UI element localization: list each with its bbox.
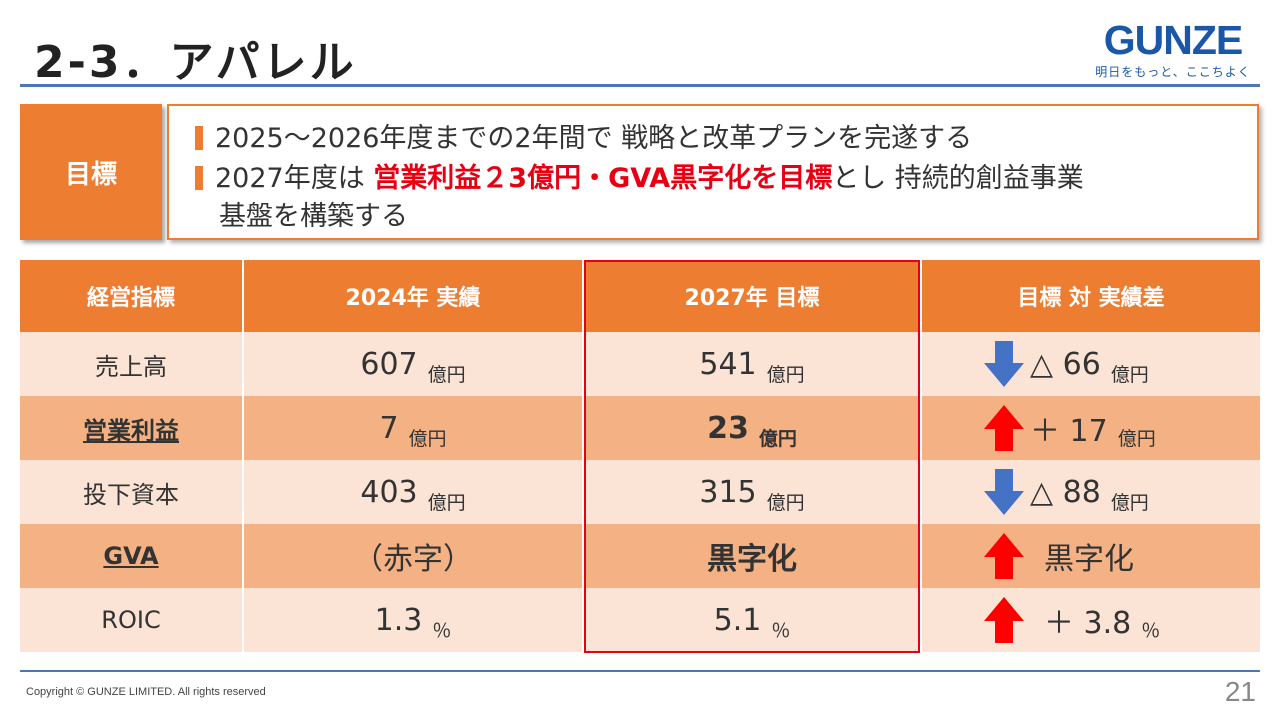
target-unit: 億円 [766, 491, 805, 514]
diff-cell: ＋ 3.8 ％ [922, 588, 1260, 652]
arrow-down-icon [984, 469, 1024, 515]
diff-value-wrap: △ 88 億円 [1030, 460, 1149, 524]
actual-value: （赤字） [353, 542, 473, 577]
logo-tagline: 明日をもっと、ここちよく [1095, 65, 1251, 79]
diff-value: △ 88 [1030, 474, 1101, 510]
header-metric: 経営指標 [20, 260, 244, 332]
diff-value: ＋ 17 [1030, 414, 1108, 449]
metric-label: GVA [20, 524, 244, 588]
table-row-invested-capital: 投下資本 403 億円 315 億円 △ 88 億円 [20, 460, 1260, 524]
diff-unit: 億円 [1117, 427, 1156, 450]
actual-value: 1.3 [374, 602, 423, 638]
table-row-operating-profit: 営業利益 7 億円 23 億円 ＋ 17 億円 [20, 396, 1260, 460]
metric-label-text: 営業利益 [83, 416, 179, 445]
goal-line-3: 基盤を構築する [219, 201, 408, 232]
metric-label: ROIC [20, 588, 244, 652]
target-unit: 億円 [758, 427, 797, 450]
diff-value-wrap: 黒字化 [1044, 524, 1134, 588]
bullet-icon [195, 126, 203, 150]
target-cell: 541 億円 [584, 332, 922, 396]
diff-value: 黒字化 [1044, 542, 1134, 577]
goal-line-1-text: 2025〜2026年度までの2年間で 戦略と改革プランを完遂する [215, 123, 973, 154]
header-diff: 目標 対 実績差 [1017, 286, 1165, 311]
metric-label-text: GVA [103, 542, 159, 570]
copyright: Copyright © GUNZE LIMITED. All rights re… [26, 686, 266, 698]
diff-unit: 億円 [1110, 491, 1149, 514]
goal-line-2-highlight: 営業利益２3億円・GVA黒字化を目標 [373, 163, 833, 194]
table-header-row: 経営指標 2024年 実績 2027年 目標 目標 対 実績差 [20, 260, 1260, 332]
page-title: 2-3．アパレル [34, 37, 357, 88]
actual-unit: 億円 [408, 427, 447, 450]
actual-cell: 607 億円 [244, 332, 584, 396]
goal-line-1: 2025〜2026年度までの2年間で 戦略と改革プランを完遂する [195, 116, 972, 155]
metric-label: 売上高 [20, 332, 244, 396]
diff-cell: △ 88 億円 [922, 460, 1260, 524]
diff-cell: △ 66 億円 [922, 332, 1260, 396]
target-unit: ％ [771, 619, 791, 642]
target-value: 黒字化 [707, 542, 797, 577]
target-value: 315 [699, 474, 757, 510]
target-value: 5.1 [713, 602, 762, 638]
diff-value-wrap: △ 66 億円 [1030, 332, 1149, 396]
goal-line-2: 2027年度は 営業利益２3億円・GVA黒字化を目標とし 持続的創益事業 [195, 156, 1084, 195]
target-value: 23 [707, 410, 749, 446]
diff-cell: 黒字化 [922, 524, 1260, 588]
target-value: 541 [699, 346, 757, 382]
actual-cell: 403 億円 [244, 460, 584, 524]
metric-label: 投下資本 [20, 460, 244, 524]
actual-unit: 億円 [427, 363, 466, 386]
diff-unit: ％ [1141, 619, 1161, 642]
logo-wordmark: GUNZE [1103, 17, 1244, 63]
arrow-up-icon [984, 597, 1024, 643]
target-cell: 315 億円 [584, 460, 922, 524]
target-cell: 5.1 ％ [584, 588, 922, 652]
arrow-up-icon [984, 405, 1024, 451]
diff-value: ＋ 3.8 [1044, 606, 1132, 641]
target-cell: 黒字化 [584, 524, 922, 588]
diff-value-wrap: ＋ 3.8 ％ [1044, 588, 1160, 652]
goal-box: 2025〜2026年度までの2年間で 戦略と改革プランを完遂する 2027年度は… [167, 104, 1259, 240]
actual-value: 7 [379, 410, 399, 446]
diff-cell: ＋ 17 億円 [922, 396, 1260, 460]
title-divider [20, 84, 1260, 87]
goal-line-2-suffix: とし 持続的創益事業 [832, 163, 1084, 194]
arrow-down-icon [984, 341, 1024, 387]
actual-value: 607 [360, 346, 418, 382]
diff-value: △ 66 [1030, 346, 1101, 382]
footer-divider [20, 670, 1260, 672]
actual-unit: 億円 [427, 491, 466, 514]
table-row-roic: ROIC 1.3 ％ 5.1 ％ ＋ 3.8 ％ [20, 588, 1260, 652]
arrow-up-icon [984, 533, 1024, 579]
goal-line-2-prefix: 2027年度は [215, 163, 374, 194]
page-number: 21 [1224, 676, 1256, 707]
actual-unit: ％ [432, 619, 452, 642]
target-cell: 23 億円 [584, 396, 922, 460]
metric-label: 営業利益 [20, 396, 244, 460]
table-row-gva: GVA （赤字） 黒字化 黒字化 [20, 524, 1260, 588]
header-actual: 2024年 実績 [244, 260, 584, 332]
goal-label: 目標 [20, 104, 162, 240]
actual-cell: 1.3 ％ [244, 588, 584, 652]
header-target: 2027年 目標 [584, 260, 922, 332]
gunze-logo: GUNZE 明日をもっと、ここちよく [1086, 18, 1260, 80]
target-unit: 億円 [766, 363, 805, 386]
table-row-sales: 売上高 607 億円 541 億円 △ 66 億円 [20, 332, 1260, 396]
diff-unit: 億円 [1110, 363, 1149, 386]
actual-value: 403 [360, 474, 418, 510]
actual-cell: 7 億円 [244, 396, 584, 460]
diff-value-wrap: ＋ 17 億円 [1030, 396, 1156, 460]
bullet-icon [195, 166, 203, 190]
actual-cell: （赤字） [244, 524, 584, 588]
